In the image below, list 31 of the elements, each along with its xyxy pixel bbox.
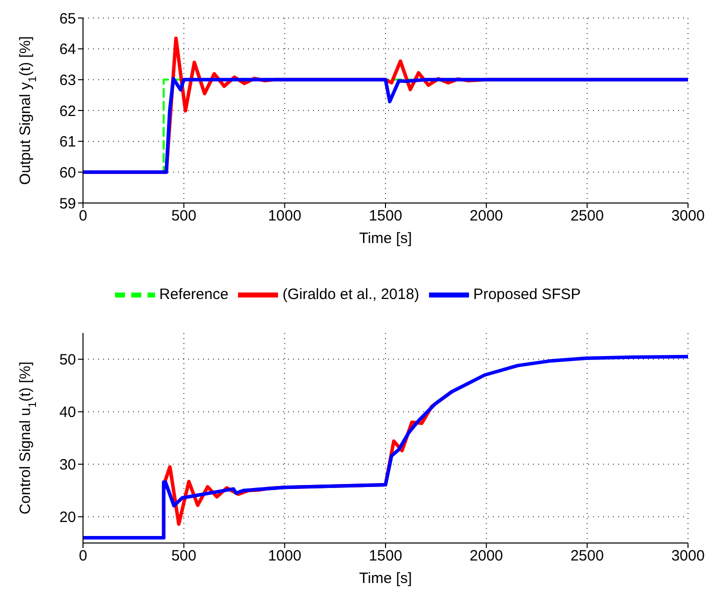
x-tick-label: 2500 [570, 548, 604, 565]
y-tick-label: 65 [59, 10, 76, 28]
y-tick-label: 60 [59, 164, 76, 182]
x-tick-label: 0 [78, 548, 88, 565]
y-tick-label: 62 [59, 102, 76, 120]
x-tick-label: 500 [171, 208, 196, 225]
line-series [83, 354, 688, 540]
legend-label: (Giraldo et al., 2018) [282, 286, 420, 303]
x-tick-label: 3000 [671, 208, 705, 225]
y-tick-label: 50 [59, 352, 76, 369]
legend-label: Proposed SFSP [473, 286, 581, 303]
y-tick-label: 20 [59, 509, 76, 526]
legend-label: Reference [159, 286, 228, 303]
x-tick-label: 1000 [268, 548, 302, 565]
x-tick-label: 1000 [268, 208, 302, 225]
x-tick-label: 2000 [470, 208, 504, 225]
x-tick-label: 500 [171, 548, 196, 565]
y-tick-label: 40 [59, 404, 76, 422]
y-tick-label: 59 [59, 195, 76, 212]
x-tick-label: 1500 [368, 548, 402, 565]
x-tick-label: 2000 [470, 548, 504, 565]
y-tick-label: 63 [59, 72, 76, 89]
x-axis-title: Time [s] [359, 570, 412, 587]
x-tick-label: 2500 [570, 208, 604, 225]
y-tick-label: 30 [59, 456, 76, 474]
x-tick-label: 1500 [368, 208, 402, 225]
y-tick-label: 64 [59, 41, 76, 58]
x-tick-label: 3000 [671, 548, 705, 565]
y-tick-label: 61 [59, 134, 76, 151]
x-axis-title: Time [s] [359, 230, 412, 247]
x-tick-label: 0 [78, 208, 88, 225]
